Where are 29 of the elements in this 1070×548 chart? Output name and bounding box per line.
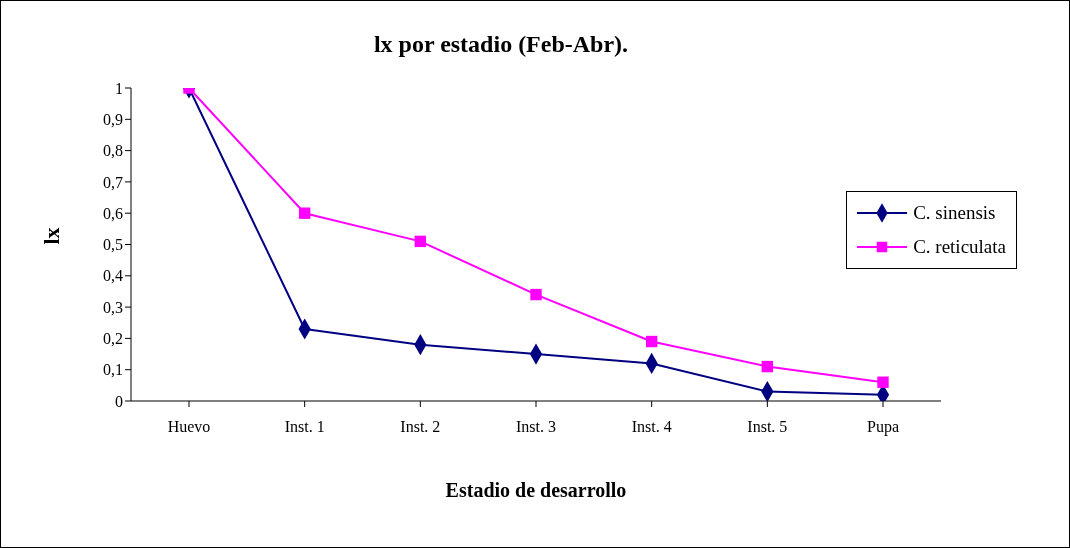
y-tick-label: 0 [115, 392, 123, 410]
y-tick-label: 0,2 [103, 330, 123, 348]
y-tick-label: 0,3 [103, 298, 123, 316]
point [414, 235, 427, 248]
point [530, 288, 542, 301]
x-tick-label: Inst. 5 [747, 418, 788, 436]
x-tick-label: Inst. 1 [284, 418, 325, 436]
x-tick-label: Huevo [167, 418, 211, 436]
chart-title: lx por estadio (Feb-Abr). [372, 31, 630, 58]
x-tick-label: Inst. 2 [400, 418, 441, 436]
y-tick-label: 0,1 [103, 361, 123, 379]
legend-label: C. sinensis [913, 201, 996, 225]
y-tick-label: 0,7 [103, 173, 123, 191]
y-tick-label: 0,5 [103, 236, 123, 254]
point [877, 376, 889, 388]
y-tick-label: 0,4 [103, 267, 123, 285]
y-tick-label: 0,6 [103, 204, 123, 222]
x-tick-label: Pupa [867, 418, 899, 437]
x-tick-label: Inst. 3 [516, 418, 556, 436]
y-axis-title: lx [38, 227, 64, 245]
y-tick-label: 0,8 [103, 142, 123, 160]
legend-label: C. reticulata [913, 235, 1006, 259]
x-axis-title: Estadio de desarrollo [444, 479, 628, 502]
y-tick-label: 0,9 [103, 110, 123, 128]
point [298, 207, 311, 219]
point [645, 335, 658, 348]
x-tick-label: Inst. 4 [631, 418, 672, 436]
point [761, 360, 774, 373]
y-tick-label: 1 [115, 79, 123, 97]
